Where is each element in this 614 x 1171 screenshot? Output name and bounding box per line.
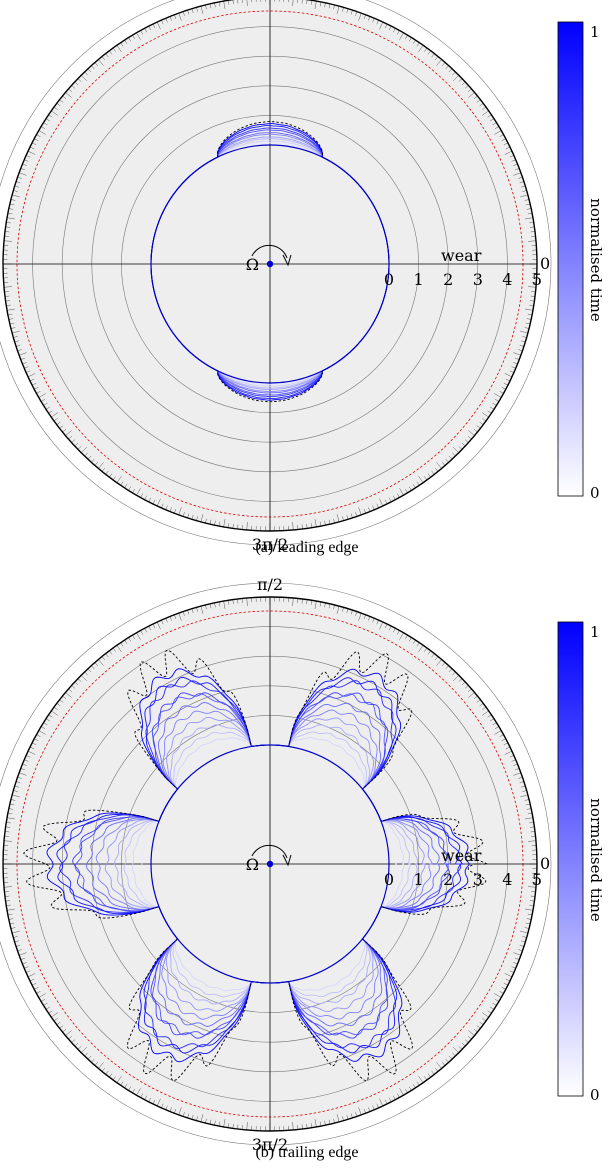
wear-curve <box>46 668 471 1063</box>
colorbar-max-label: 1 <box>590 23 600 41</box>
radial-tick-label: 5 <box>532 270 542 289</box>
wear-curve <box>59 680 462 1050</box>
angle-label-0: 0 <box>540 854 550 873</box>
wear-curves <box>150 121 390 403</box>
radial-tick-label: 3 <box>473 870 483 889</box>
rim-ticks <box>3 597 537 1131</box>
colorbar-bar <box>557 21 584 497</box>
colorbar-trailing: 1 0 normalised time <box>557 621 605 1104</box>
omega-label: Ω <box>246 255 259 274</box>
rim-ticks <box>3 0 537 531</box>
caption-leading: (a) leading edge <box>255 539 358 556</box>
wear-curves <box>23 649 488 1082</box>
colorbar-bar <box>557 621 584 1097</box>
colorbar-min-label: 0 <box>590 1086 600 1104</box>
wear-curve <box>74 693 449 1036</box>
omega-label: Ω <box>246 855 259 874</box>
radial-axis-label: wear <box>441 846 482 865</box>
wear-curve <box>72 692 451 1039</box>
grid-ring <box>0 0 552 546</box>
radial-tick-label: 1 <box>414 270 424 289</box>
radial-axis-label: wear <box>441 246 482 265</box>
wear-curve <box>114 724 418 1005</box>
base-circle <box>150 744 390 984</box>
radial-tick-label: 3 <box>473 270 483 289</box>
angle-label-pi-2: π/2 <box>257 575 283 594</box>
center-dot <box>266 260 274 268</box>
wear-curve <box>123 731 411 998</box>
radial-tick-label: 1 <box>414 870 424 889</box>
radial-tick-label: 2 <box>443 270 453 289</box>
colorbar-title: normalised time <box>587 198 605 322</box>
base-circle <box>150 144 390 384</box>
grid-ring <box>0 582 552 1146</box>
angle-label-0: 0 <box>540 254 550 273</box>
rotation-arrow-head <box>282 254 292 267</box>
wear-curve <box>56 676 464 1054</box>
outer-rim <box>2 0 538 532</box>
angle-label-3pi-2: 3π/2 <box>252 535 288 554</box>
reference-curve <box>23 649 488 1082</box>
wear-curve <box>141 743 397 986</box>
center-dot <box>266 860 274 868</box>
rotation-arrow <box>251 244 288 259</box>
outer-rim <box>2 596 538 1132</box>
colorbar-title: normalised time <box>587 798 605 922</box>
angle-label-3pi-2: 3π/2 <box>252 1135 288 1154</box>
rotation-arrow-head <box>282 854 292 867</box>
colorbar-leading: 1 0 normalised time <box>557 21 605 502</box>
radial-tick-label: 4 <box>502 870 512 889</box>
colorbar-max-label: 1 <box>590 623 600 641</box>
radial-tick-label: 0 <box>384 870 394 889</box>
wear-curve <box>95 709 433 1020</box>
radial-tick-label: 2 <box>443 870 453 889</box>
radial-tick-label: 0 <box>384 270 394 289</box>
caption-trailing: (b) trailing edge <box>255 1144 358 1161</box>
wear-curve <box>104 716 426 1013</box>
wear-curve <box>85 702 440 1027</box>
radial-tick-label: 5 <box>532 870 542 889</box>
rotation-arrow <box>251 844 288 859</box>
radial-tick-label: 4 <box>502 270 512 289</box>
wear-curve <box>131 737 405 991</box>
colorbar-min-label: 0 <box>590 484 600 502</box>
